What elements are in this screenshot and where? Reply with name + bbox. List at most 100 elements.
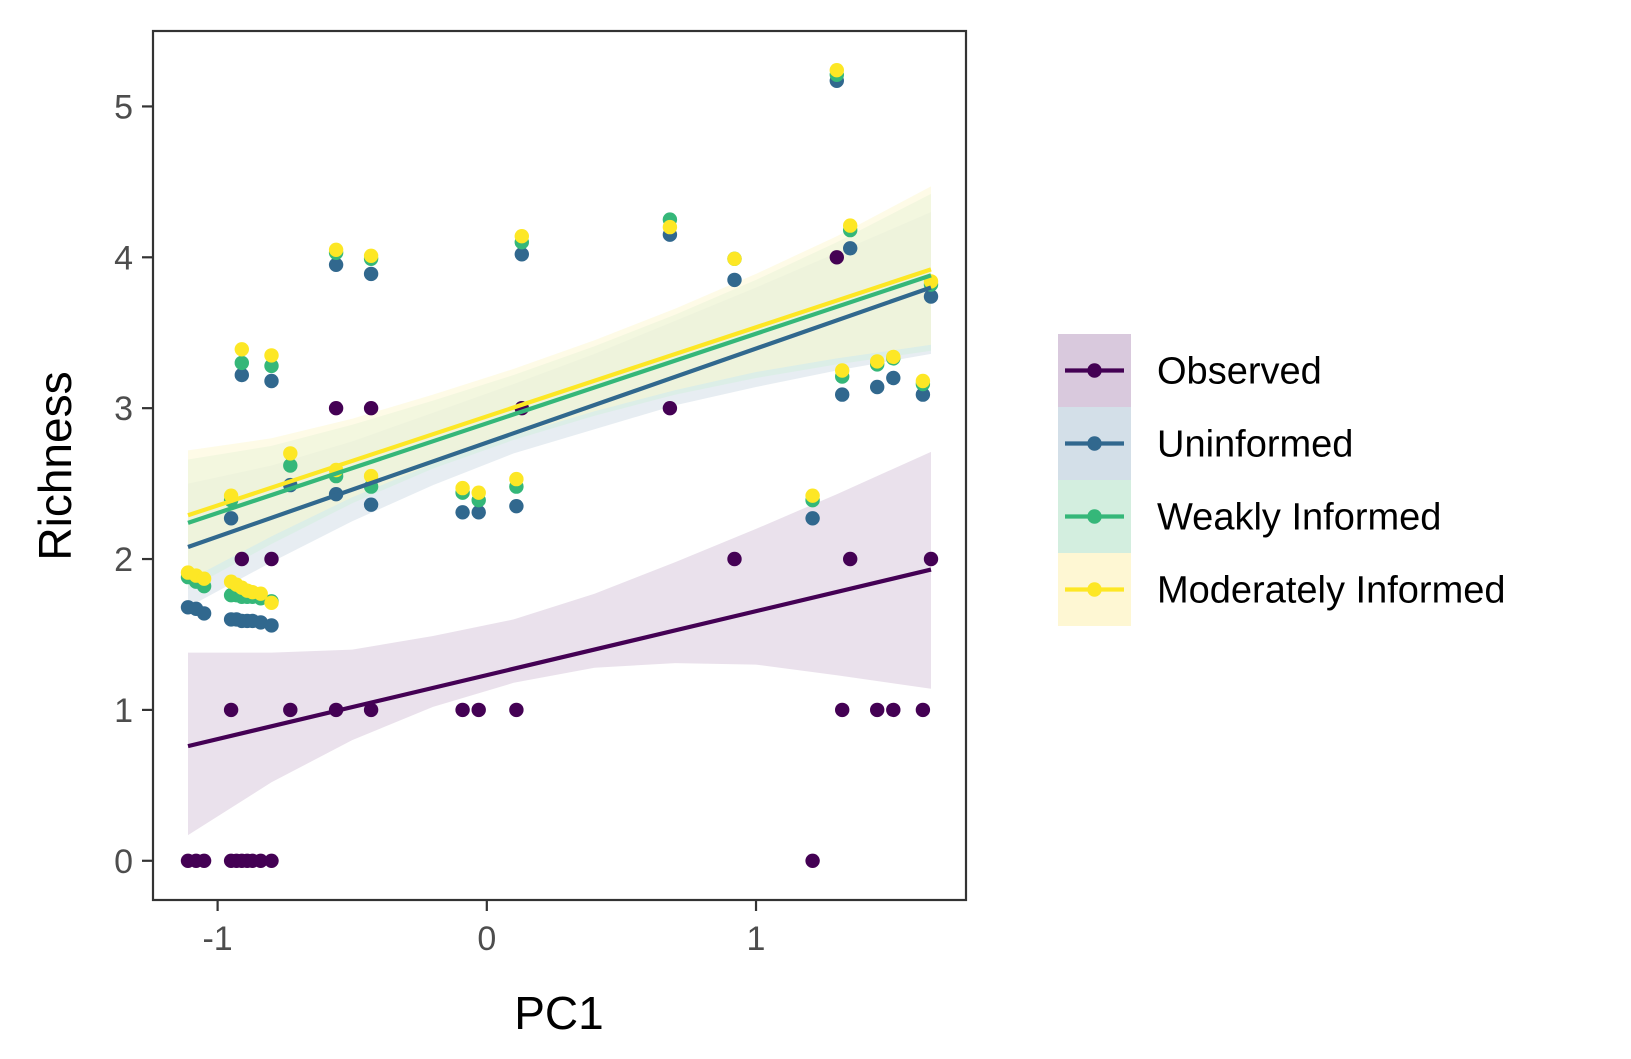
uninformed-point [196,606,212,621]
observed-point [363,401,379,416]
uninformed-point [234,367,249,383]
observed-point [283,702,298,718]
moderately-informed-point [264,595,279,610]
moderately-informed-point [886,349,901,365]
uninformed-point [727,272,742,288]
moderately-informed-point [455,480,470,496]
observed-point [886,702,901,718]
y-tick-label: 2 [114,541,133,579]
observed-point [923,551,939,567]
legend-item-observed: Observed [1058,334,1322,407]
moderately-informed-point [234,342,249,357]
uninformed-point [514,247,529,262]
observed-confidence-band [188,451,931,836]
moderately-informed-point [283,446,298,461]
x-axis-title: PC1 [514,987,603,1039]
observed-point [727,551,742,567]
legend-item-weakly-informed: Weakly Informed [1058,480,1441,553]
legend-label: Moderately Informed [1157,570,1506,612]
uninformed-point [870,379,885,395]
uninformed-point [886,370,901,386]
uninformed-point [471,505,486,520]
x-tick-label: -1 [202,920,232,958]
moderately-informed-point [253,586,268,601]
moderately-informed-point [805,488,820,503]
weakly-informed-point [264,358,279,374]
observed-point [805,853,820,868]
uninformed-point [253,615,268,630]
uninformed-point [843,241,858,256]
x-tick-label: 1 [747,920,766,958]
moderately-informed-point [514,229,529,244]
legend-key-point [1087,436,1102,451]
weakly-informed-point [234,355,249,371]
legend-label: Observed [1157,351,1322,393]
uninformed-point [835,387,850,402]
y-tick-label: 0 [114,843,133,881]
uninformed-point [264,618,279,633]
observed-point [363,702,379,718]
observed-point [223,702,239,718]
moderately-informed-point [829,62,844,78]
plot-panel-border [151,29,968,902]
y-axis-title: Richness [29,371,81,560]
moderately-informed-point [196,571,212,586]
moderately-informed-point [471,485,486,500]
y-tick-label: 1 [114,692,133,730]
legend-key-point [1087,509,1102,524]
observed-point [264,551,279,567]
data-points [180,62,939,868]
y-axis: 0 1 2 3 4 5 [114,88,153,881]
observed-point [829,250,844,265]
observed-point [264,853,279,868]
moderately-informed-point [662,219,678,235]
moderately-informed-point [835,363,850,378]
observed-point [843,551,858,567]
moderately-informed-point [870,354,885,369]
moderately-informed-fit-line [187,267,932,518]
y-tick-label: 5 [114,88,133,126]
uninformed-point [363,266,379,282]
uninformed-point [923,289,939,304]
observed-point [662,401,678,416]
uninformed-point [363,497,379,512]
x-axis: -1 0 1 [202,900,765,958]
fit-lines [187,267,932,749]
y-tick-label: 4 [114,239,133,277]
observed-point [471,702,486,718]
legend-key-point [1087,363,1102,378]
y-tick-label: 3 [114,390,133,428]
uninformed-point [509,499,524,514]
observed-point [509,702,524,718]
moderately-informed-point [843,218,858,233]
moderately-informed-point [727,251,742,266]
uninformed-point [223,511,239,526]
x-tick-label: 0 [477,920,496,958]
observed-point [234,551,249,567]
moderately-informed-point [363,248,379,263]
observed-point [835,702,850,718]
legend-item-moderately-informed: Moderately Informed [1058,553,1506,626]
uninformed-point [915,387,931,402]
legend-key-point [1087,582,1102,597]
moderately-informed-point [328,242,344,257]
moderately-informed-point [915,373,931,389]
weakly-informed-point [283,458,298,473]
uninformed-point [455,505,470,520]
observed-point [915,702,931,718]
uninformed-point [805,511,820,526]
legend: Observed Uninformed Weakly Informed Moderat… [1058,334,1506,626]
observed-fit-line [187,567,932,749]
observed-point [196,853,212,868]
observed-point [870,702,885,718]
moderately-informed-point [509,471,524,487]
uninformed-point [328,257,344,272]
uninformed-fit-line [187,285,932,549]
observed-point [328,401,344,416]
observed-point [253,853,268,868]
legend-label: Weakly Informed [1157,497,1441,539]
moderately-informed-point [264,348,279,363]
legend-item-uninformed: Uninformed [1058,407,1353,480]
legend-label: Uninformed [1157,424,1353,466]
